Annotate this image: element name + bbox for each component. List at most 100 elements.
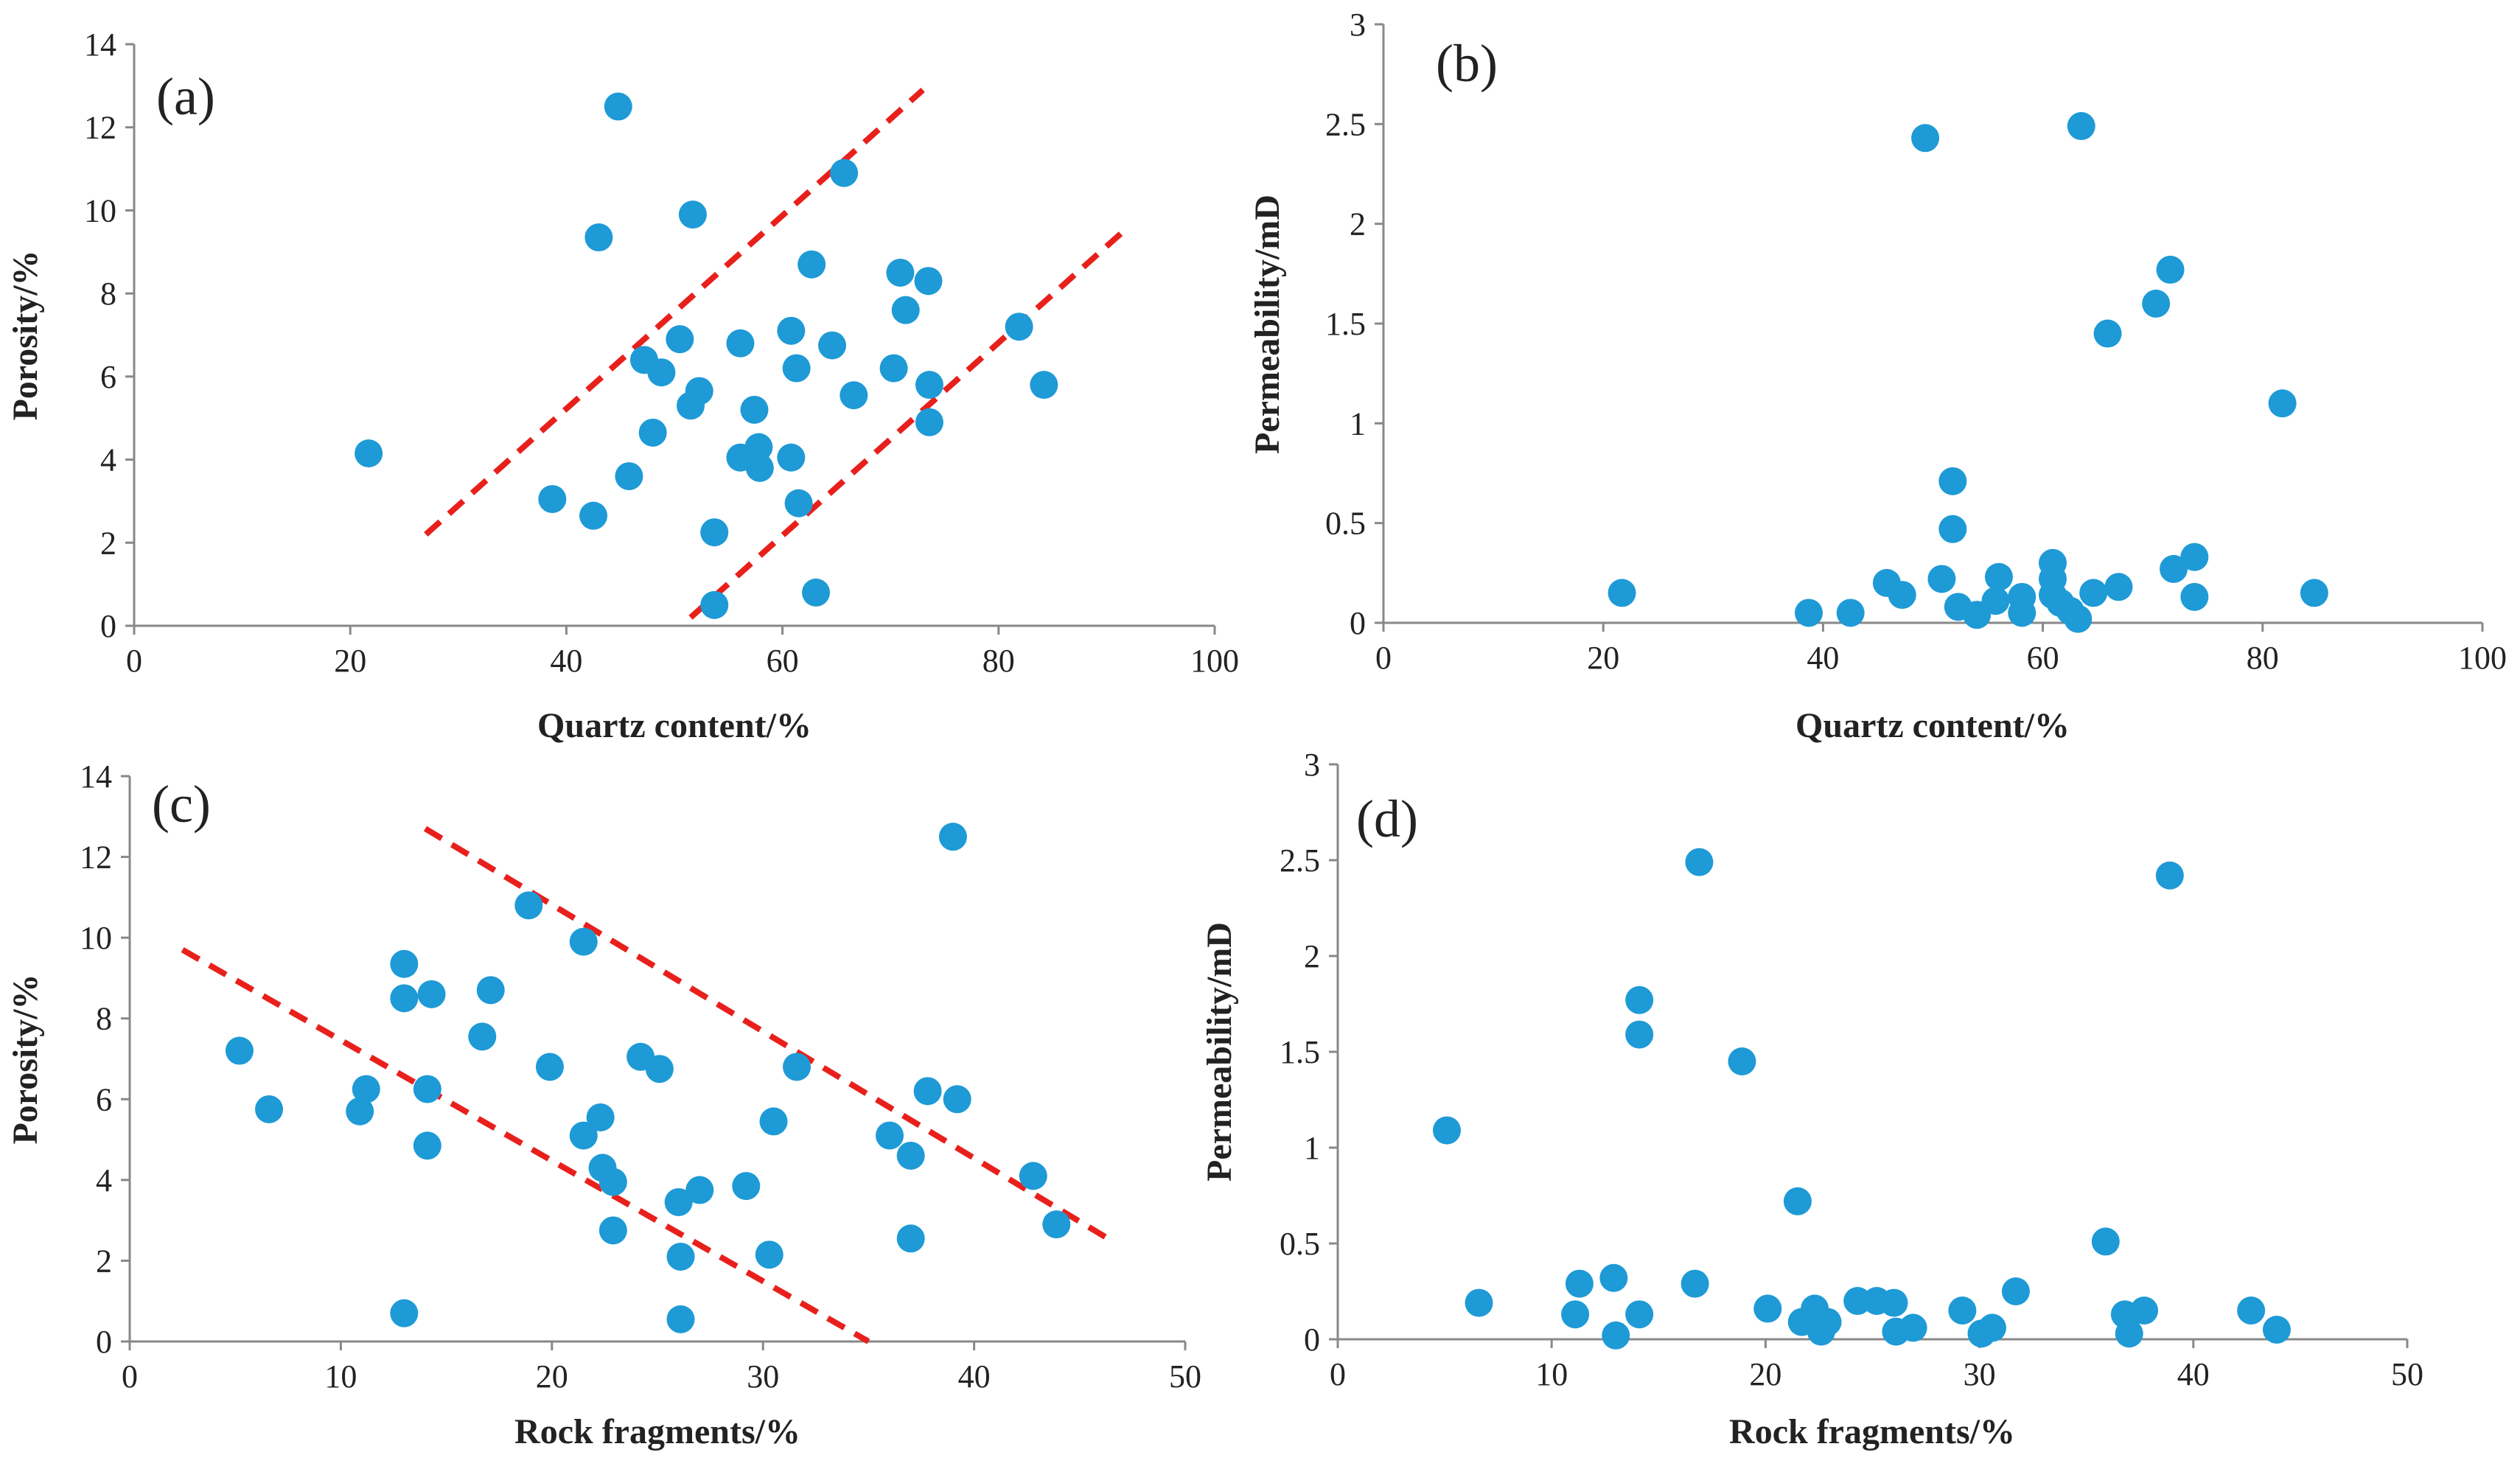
data-point xyxy=(1685,848,1714,876)
x-tick-label: 50 xyxy=(1169,1358,1201,1395)
x-tick-label: 40 xyxy=(958,1358,991,1395)
y-tick-label: 0 xyxy=(1350,605,1366,641)
x-axis-title: Quartz content/% xyxy=(537,706,812,745)
x-tick-label: 0 xyxy=(126,643,142,679)
data-point xyxy=(1561,1300,1590,1329)
data-point xyxy=(2001,1277,2030,1305)
data-point xyxy=(615,462,643,491)
x-tick-label: 10 xyxy=(324,1358,357,1395)
x-tick-label: 30 xyxy=(1964,1356,1996,1392)
data-point xyxy=(2008,599,2036,627)
data-point xyxy=(645,1055,674,1084)
y-tick-label: 0 xyxy=(96,1324,112,1360)
data-point xyxy=(1433,1116,1462,1145)
data-point xyxy=(1625,1300,1654,1329)
y-tick-label: 10 xyxy=(80,920,112,956)
data-point xyxy=(1625,1020,1654,1049)
y-tick-label: 10 xyxy=(84,192,116,228)
data-point xyxy=(943,1085,971,1114)
y-axis-title: Permeability/mD xyxy=(1248,195,1287,454)
x-tick-label: 40 xyxy=(1807,640,1839,676)
data-point xyxy=(896,1141,925,1170)
x-tick-label: 20 xyxy=(334,643,366,679)
data-point xyxy=(664,1187,693,1216)
data-point xyxy=(390,949,419,978)
data-point xyxy=(355,439,383,468)
data-point xyxy=(879,354,908,383)
data-point xyxy=(1599,1263,1628,1292)
y-tick-label: 6 xyxy=(100,359,116,395)
data-point xyxy=(830,158,859,187)
data-point xyxy=(777,443,806,472)
data-point xyxy=(1602,1321,1630,1350)
data-point xyxy=(1836,599,1865,627)
trend-line xyxy=(181,947,870,1344)
data-point xyxy=(413,1131,441,1160)
data-point xyxy=(840,381,868,410)
x-tick-label: 100 xyxy=(2458,640,2507,676)
panel-label: (d) xyxy=(1356,789,1418,848)
x-axis-title: Rock fragments/% xyxy=(514,1412,800,1451)
data-point xyxy=(1938,514,1967,543)
data-point xyxy=(390,984,419,1013)
data-point xyxy=(2067,112,2095,141)
data-point xyxy=(417,980,446,1008)
data-point xyxy=(1879,1288,1908,1317)
trend-line xyxy=(688,224,1131,620)
data-point xyxy=(468,1022,497,1051)
x-tick-label: 20 xyxy=(1749,1356,1781,1392)
trend-line xyxy=(424,88,925,537)
data-point xyxy=(938,823,967,851)
data-point xyxy=(666,1305,695,1333)
data-point xyxy=(569,927,598,956)
y-tick-label: 3 xyxy=(1350,7,1366,43)
data-point xyxy=(1783,1187,1812,1215)
data-point xyxy=(255,1095,284,1123)
data-point xyxy=(2262,1316,2291,1344)
data-point xyxy=(759,1107,788,1136)
data-point xyxy=(783,1053,812,1081)
data-point xyxy=(569,1121,598,1150)
data-point xyxy=(678,200,707,229)
data-point xyxy=(1042,1210,1071,1239)
data-point xyxy=(1984,562,2013,591)
x-tick-label: 20 xyxy=(1587,640,1619,676)
y-tick-label: 0.5 xyxy=(1280,1226,1320,1262)
data-point xyxy=(1927,565,1956,593)
data-point xyxy=(2155,861,2184,890)
data-point xyxy=(1625,985,1654,1014)
x-tick-label: 80 xyxy=(982,643,1015,679)
data-point xyxy=(2064,604,2093,633)
y-tick-label: 4 xyxy=(96,1162,112,1198)
data-point xyxy=(2142,289,2171,318)
data-point xyxy=(579,501,608,530)
y-axis-title: Porosity/% xyxy=(6,974,45,1144)
data-point xyxy=(777,316,806,345)
x-tick-label: 60 xyxy=(2027,640,2059,676)
x-tick-label: 0 xyxy=(122,1358,138,1395)
data-point xyxy=(1019,1162,1047,1190)
data-point xyxy=(1795,599,1823,627)
data-point xyxy=(1843,1287,1872,1315)
data-point xyxy=(2091,1227,2120,1256)
data-point xyxy=(514,891,543,920)
data-point xyxy=(915,408,943,436)
data-point xyxy=(352,1075,380,1103)
y-tick-label: 2 xyxy=(96,1243,112,1279)
data-point xyxy=(1888,581,1916,610)
data-point xyxy=(584,223,613,252)
data-point xyxy=(2160,554,2188,583)
data-point xyxy=(1005,313,1033,341)
y-tick-label: 1 xyxy=(1350,405,1366,442)
data-point xyxy=(1981,587,2010,615)
y-tick-label: 2 xyxy=(1350,206,1366,242)
data-point xyxy=(896,1224,925,1253)
data-point xyxy=(2104,573,2133,601)
y-tick-label: 0 xyxy=(100,608,116,644)
data-point xyxy=(755,1241,783,1269)
data-point xyxy=(782,354,811,383)
y-tick-label: 3 xyxy=(1304,747,1320,783)
data-point xyxy=(1753,1294,1782,1323)
y-tick-label: 8 xyxy=(100,276,116,312)
y-tick-label: 4 xyxy=(100,442,116,478)
